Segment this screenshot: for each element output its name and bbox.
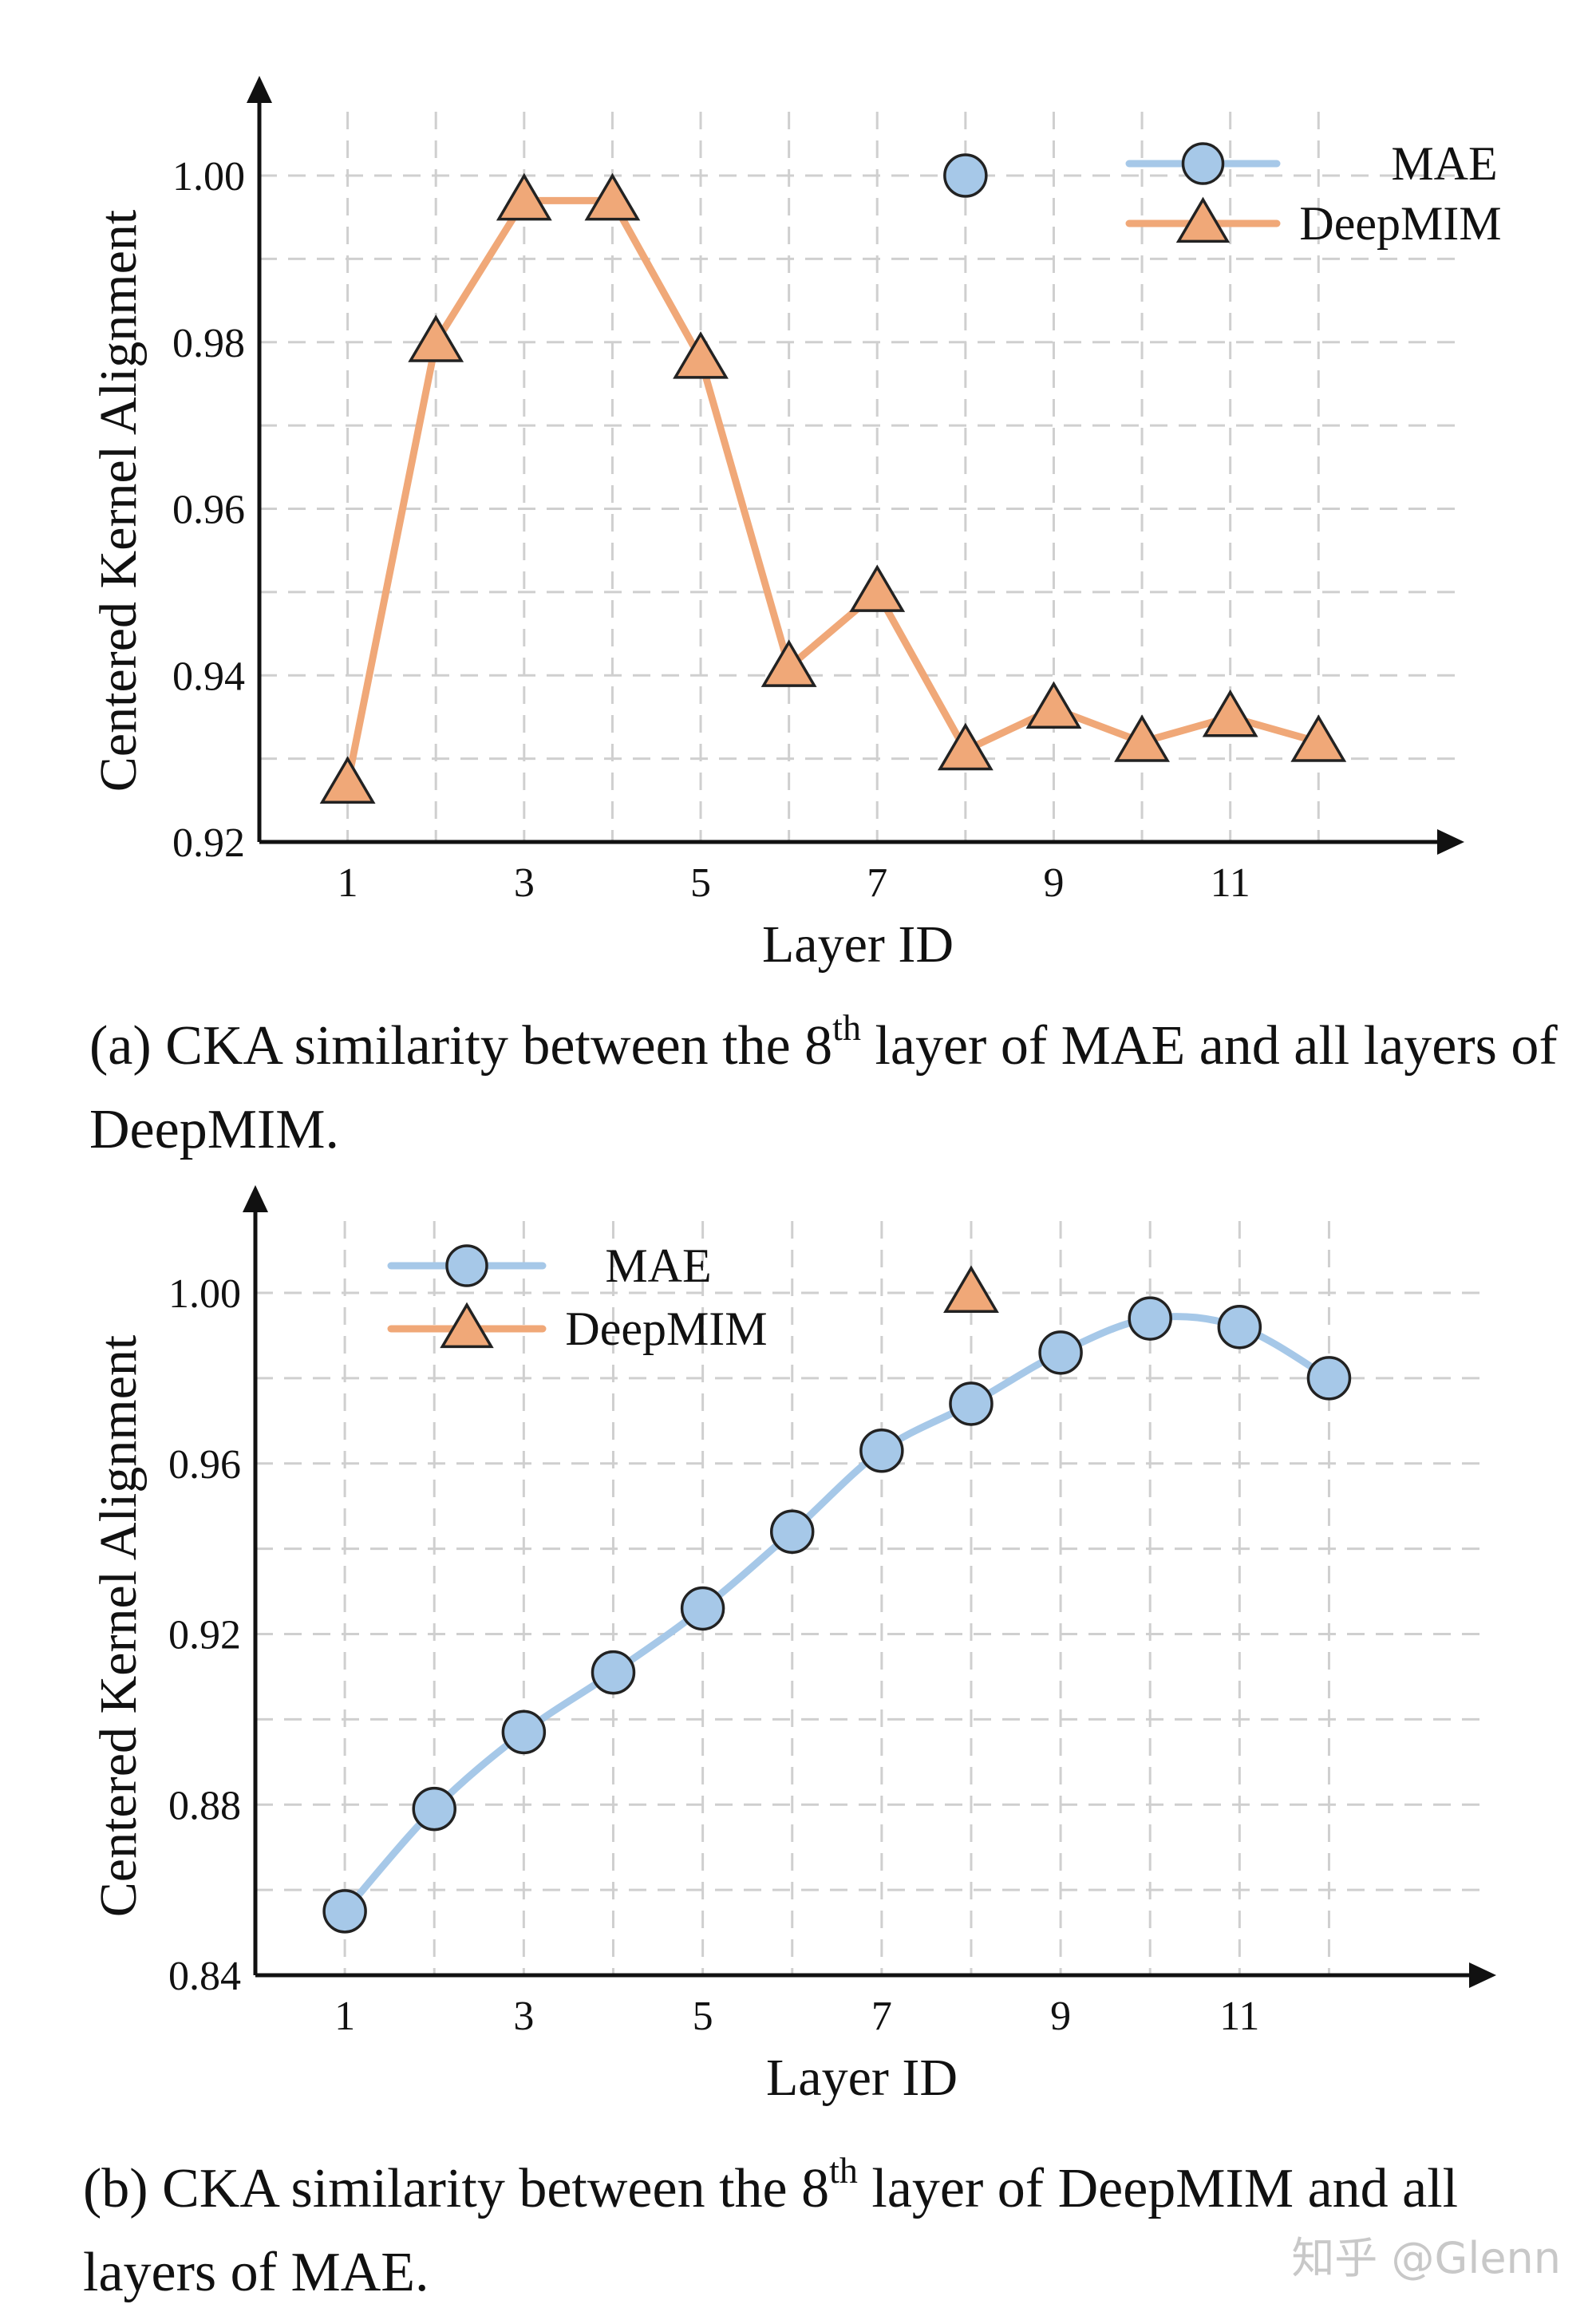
data-point-triangle xyxy=(760,639,817,687)
caption-b-suffix: layer of DeepMIM and all layers of MAE. xyxy=(83,2158,1459,2303)
series-mae xyxy=(322,1296,1352,1934)
x-tick-label: 1 xyxy=(334,1994,355,2039)
x-axis-title: Layer ID xyxy=(762,915,954,974)
x-tick-label: 3 xyxy=(514,860,535,906)
data-point-circle xyxy=(1128,1296,1172,1341)
data-point-circle xyxy=(949,1381,994,1426)
data-point-triangle xyxy=(943,1265,999,1314)
data-point-circle xyxy=(412,1786,456,1832)
data-point-triangle xyxy=(408,314,464,362)
x-tick-label: 1 xyxy=(338,860,358,906)
y-axis-arrow xyxy=(247,76,272,103)
caption-a-superscript: th xyxy=(832,1007,861,1048)
data-point-triangle xyxy=(849,564,906,612)
data-point-triangle xyxy=(1114,714,1170,762)
data-point-circle xyxy=(680,1586,725,1631)
grid xyxy=(255,1221,1488,1975)
axes xyxy=(243,1185,1496,1988)
series-line-mae xyxy=(341,1313,1333,1915)
data-point-circle xyxy=(859,1428,904,1473)
x-tick-label: 7 xyxy=(871,1994,892,2039)
x-tick-label: 9 xyxy=(1043,860,1064,906)
y-tick-label: 1.00 xyxy=(168,1271,241,1317)
y-tick-label: 0.96 xyxy=(168,1442,241,1488)
caption-b: (b) CKA similarity between the 8th layer… xyxy=(83,2150,1567,2312)
data-point-circle xyxy=(1306,1356,1352,1401)
chart-b: 1 3 5 7 9 11 0.84 0.88 0.92 0.96 1.00 Layer ID Cente… xyxy=(89,1185,1496,2107)
x-axis-title: Layer ID xyxy=(766,2049,958,2107)
x-axis-arrow xyxy=(1437,829,1464,855)
data-point-circle xyxy=(591,1650,636,1695)
y-tick-label: 0.98 xyxy=(172,321,245,366)
y-axis-title: Centered Kernel Alignment xyxy=(89,210,148,792)
caption-b-superscript: th xyxy=(829,2150,858,2191)
x-tick-label: 5 xyxy=(690,860,711,906)
data-point-triangle xyxy=(1202,689,1258,737)
legend-marker-circle xyxy=(445,1244,488,1287)
legend-label-mae: MAE xyxy=(605,1239,711,1292)
data-point-circle xyxy=(943,153,988,198)
y-tick-label: 0.84 xyxy=(168,1954,241,1999)
data-point-circle xyxy=(501,1709,547,1755)
data-point-triangle xyxy=(1290,714,1347,762)
x-tick-label: 5 xyxy=(693,1994,713,2039)
data-point-triangle xyxy=(1025,681,1082,729)
data-point-triangle xyxy=(496,172,552,221)
legend: MAE DeepMIM xyxy=(1125,137,1502,250)
y-tick-label: 0.96 xyxy=(172,488,245,533)
x-tick-label: 11 xyxy=(1211,860,1250,906)
data-point-circle xyxy=(1217,1305,1262,1350)
data-point-triangle xyxy=(319,756,376,804)
y-axis-title: Centered Kernel Alignment xyxy=(89,1335,148,1917)
y-tick-label: 0.92 xyxy=(168,1613,241,1658)
legend-label-mae: MAE xyxy=(1391,137,1497,190)
series-line-deepmim xyxy=(344,196,1322,788)
legend-marker-triangle xyxy=(440,1302,494,1349)
data-point-triangle xyxy=(937,722,994,771)
legend-marker-triangle xyxy=(1175,196,1231,243)
data-point-triangle xyxy=(584,172,641,221)
grid xyxy=(259,112,1456,842)
caption-a: (a) CKA similarity between the 8th layer… xyxy=(89,1007,1574,1169)
data-point-triangle xyxy=(673,331,729,379)
x-axis-arrow xyxy=(1469,1962,1496,1988)
x-tick-label: 3 xyxy=(513,1994,534,2039)
legend: MAE DeepMIM xyxy=(387,1239,768,1355)
watermark: 知乎 @Glenn xyxy=(1291,2233,1561,2283)
legend-label-deepmim: DeepMIM xyxy=(565,1302,767,1355)
legend-marker-circle xyxy=(1181,142,1225,185)
data-point-circle xyxy=(322,1889,367,1934)
y-tick-label: 0.88 xyxy=(168,1783,241,1828)
caption-b-prefix: (b) CKA similarity between the 8 xyxy=(83,2158,830,2219)
legend-label-deepmim: DeepMIM xyxy=(1299,197,1501,250)
y-tick-label: 1.00 xyxy=(172,154,245,200)
series-deepmim xyxy=(943,1265,999,1314)
series-deepmim xyxy=(319,172,1347,804)
x-tick-label: 11 xyxy=(1219,1994,1259,2039)
data-point-circle xyxy=(1038,1330,1083,1375)
caption-a-suffix: layer of MAE and all layers of DeepMIM. xyxy=(89,1015,1558,1160)
y-tick-label: 0.94 xyxy=(172,654,245,699)
caption-a-prefix: (a) CKA similarity between the 8 xyxy=(89,1015,833,1077)
x-tick-label: 7 xyxy=(867,860,887,906)
chart-a: 1 3 5 7 9 11 0.92 0.94 0.96 0.98 1.00 Layer ID Cente… xyxy=(89,76,1502,974)
y-tick-label: 0.92 xyxy=(172,820,245,866)
y-axis-arrow xyxy=(243,1185,268,1212)
data-point-circle xyxy=(769,1509,815,1554)
series-mae xyxy=(943,153,988,198)
axes xyxy=(247,76,1464,855)
x-tick-label: 9 xyxy=(1050,1994,1071,2039)
